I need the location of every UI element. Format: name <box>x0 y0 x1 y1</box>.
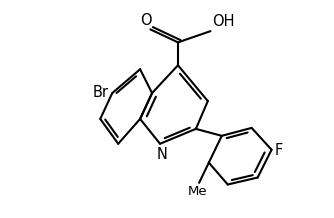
Text: N: N <box>156 147 167 162</box>
Text: Br: Br <box>93 85 109 100</box>
Text: F: F <box>274 143 283 158</box>
Text: OH: OH <box>212 14 234 29</box>
Text: Me: Me <box>188 185 207 198</box>
Text: O: O <box>140 13 152 28</box>
